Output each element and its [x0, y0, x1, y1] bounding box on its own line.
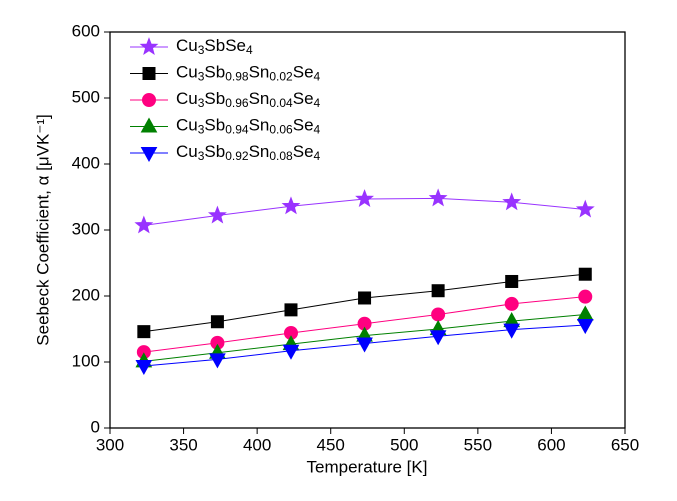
marker — [356, 337, 373, 353]
x-tick-label: 500 — [390, 435, 418, 454]
marker — [281, 196, 301, 215]
legend-label: Cu3Sb0.96Sn0.04Se4 — [176, 89, 321, 109]
x-axis-label: Temperature [K] — [307, 457, 428, 476]
marker — [207, 205, 227, 224]
marker — [137, 325, 151, 339]
marker — [282, 344, 300, 360]
marker — [134, 215, 154, 234]
marker — [578, 289, 593, 304]
marker — [142, 93, 156, 107]
legend-label: Cu3Sb0.98Sn0.02Se4 — [176, 63, 321, 83]
x-tick-label: 300 — [96, 435, 124, 454]
marker — [502, 192, 522, 211]
marker — [142, 67, 156, 80]
marker — [429, 330, 447, 346]
legend-label: Cu3SbSe4 — [176, 36, 253, 56]
marker — [355, 189, 374, 207]
x-tick-label: 600 — [537, 435, 565, 454]
y-tick-label: 100 — [72, 351, 100, 370]
x-tick-label: 650 — [611, 435, 639, 454]
marker — [575, 199, 595, 218]
y-tick-label: 200 — [72, 285, 100, 304]
marker — [505, 274, 519, 288]
marker — [431, 307, 446, 322]
x-tick-label: 450 — [317, 435, 345, 454]
marker — [284, 303, 298, 317]
marker — [210, 315, 224, 329]
legend-label: Cu3Sb0.94Sn0.06Se4 — [176, 116, 321, 136]
marker — [209, 353, 226, 369]
marker — [139, 37, 159, 56]
marker — [431, 284, 445, 298]
marker — [428, 188, 448, 207]
marker — [358, 291, 372, 305]
marker — [578, 267, 592, 281]
x-tick-label: 550 — [464, 435, 492, 454]
marker — [503, 323, 521, 339]
marker — [135, 359, 153, 375]
marker — [504, 296, 519, 311]
y-axis-label: Seebeck Coefficient, α [μVK⁻¹] — [33, 114, 52, 345]
marker — [140, 147, 158, 163]
x-tick-label: 350 — [169, 435, 197, 454]
marker — [140, 117, 158, 133]
y-tick-label: 300 — [72, 219, 100, 238]
marker — [576, 305, 594, 321]
y-tick-label: 500 — [72, 87, 100, 106]
y-tick-label: 400 — [72, 153, 100, 172]
marker — [576, 319, 594, 335]
y-tick-label: 600 — [72, 21, 100, 40]
x-tick-label: 400 — [243, 435, 271, 454]
y-tick-label: 0 — [91, 417, 100, 436]
legend-label: Cu3Sb0.92Sn0.08Se4 — [176, 142, 321, 162]
